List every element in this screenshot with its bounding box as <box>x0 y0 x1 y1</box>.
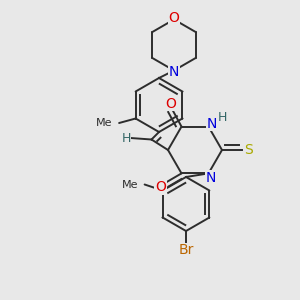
Text: O: O <box>166 97 176 110</box>
Text: O: O <box>169 11 179 25</box>
Text: N: N <box>169 65 179 79</box>
Text: N: N <box>206 171 216 185</box>
Text: S: S <box>244 143 253 157</box>
Text: H: H <box>121 131 131 145</box>
Text: Br: Br <box>178 244 194 257</box>
Text: Me: Me <box>122 179 139 190</box>
Text: N: N <box>206 117 217 130</box>
Text: O: O <box>155 180 166 194</box>
Text: Me: Me <box>96 118 112 128</box>
Text: H: H <box>217 111 227 124</box>
